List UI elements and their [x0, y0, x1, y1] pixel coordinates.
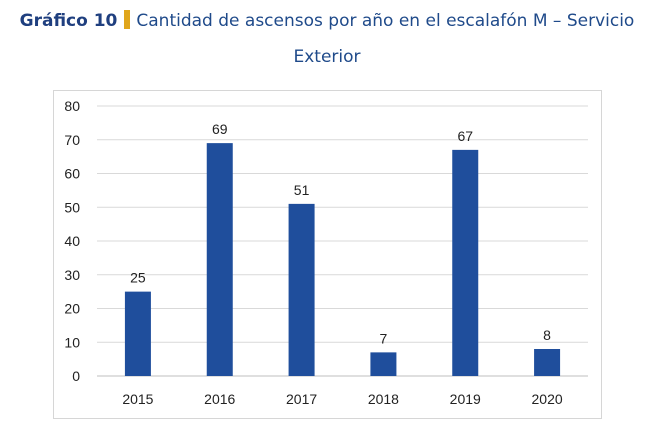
y-tick-label: 0 [72, 368, 80, 384]
y-tick-label: 40 [64, 233, 80, 249]
y-tick-label: 30 [64, 267, 80, 283]
bar-2018 [370, 352, 397, 376]
bar-2016 [206, 143, 233, 376]
data-labels: 25 69 51 7 67 8 [130, 121, 551, 346]
x-tick-label-2016: 2016 [204, 391, 235, 407]
x-tick-label-2019: 2019 [450, 391, 481, 407]
data-label-2019: 67 [457, 128, 473, 144]
data-label-2020: 8 [543, 327, 551, 343]
chart-title-line1: Cantidad de ascensos por año en el escal… [136, 11, 635, 31]
x-tick-label-2017: 2017 [286, 391, 317, 407]
data-label-2017: 51 [294, 182, 310, 198]
chart-title-line2: Exterior [293, 47, 361, 67]
x-tick-label-2018: 2018 [368, 391, 399, 407]
data-label-2018: 7 [380, 330, 388, 346]
x-axis-ticks: 2015 2016 2017 2018 2019 2020 [122, 391, 563, 407]
title-accent-bar [124, 10, 131, 29]
bar-2019 [452, 149, 479, 376]
x-tick-label-2020: 2020 [532, 391, 563, 407]
gridlines [97, 105, 588, 377]
y-tick-label: 60 [64, 166, 80, 182]
y-tick-label: 70 [64, 132, 80, 148]
data-label-2016: 69 [212, 121, 228, 137]
bar-2015 [124, 291, 151, 376]
figure-label: Gráfico 10 [19, 11, 118, 31]
x-tick-label-2015: 2015 [122, 391, 153, 407]
bar-2017 [288, 203, 315, 376]
bars [124, 143, 561, 376]
chart-frame [53, 90, 602, 419]
bar-2020 [534, 349, 561, 376]
data-label-2015: 25 [130, 270, 146, 286]
y-axis-ticks: 0 10 20 30 40 50 60 70 80 [64, 98, 80, 384]
chart-title: Gráfico 10 Cantidad de ascensos por año e… [0, 8, 654, 34]
y-tick-label: 80 [64, 98, 80, 114]
y-tick-label: 10 [64, 334, 80, 350]
y-tick-label: 20 [64, 301, 80, 317]
y-tick-label: 50 [64, 199, 80, 215]
